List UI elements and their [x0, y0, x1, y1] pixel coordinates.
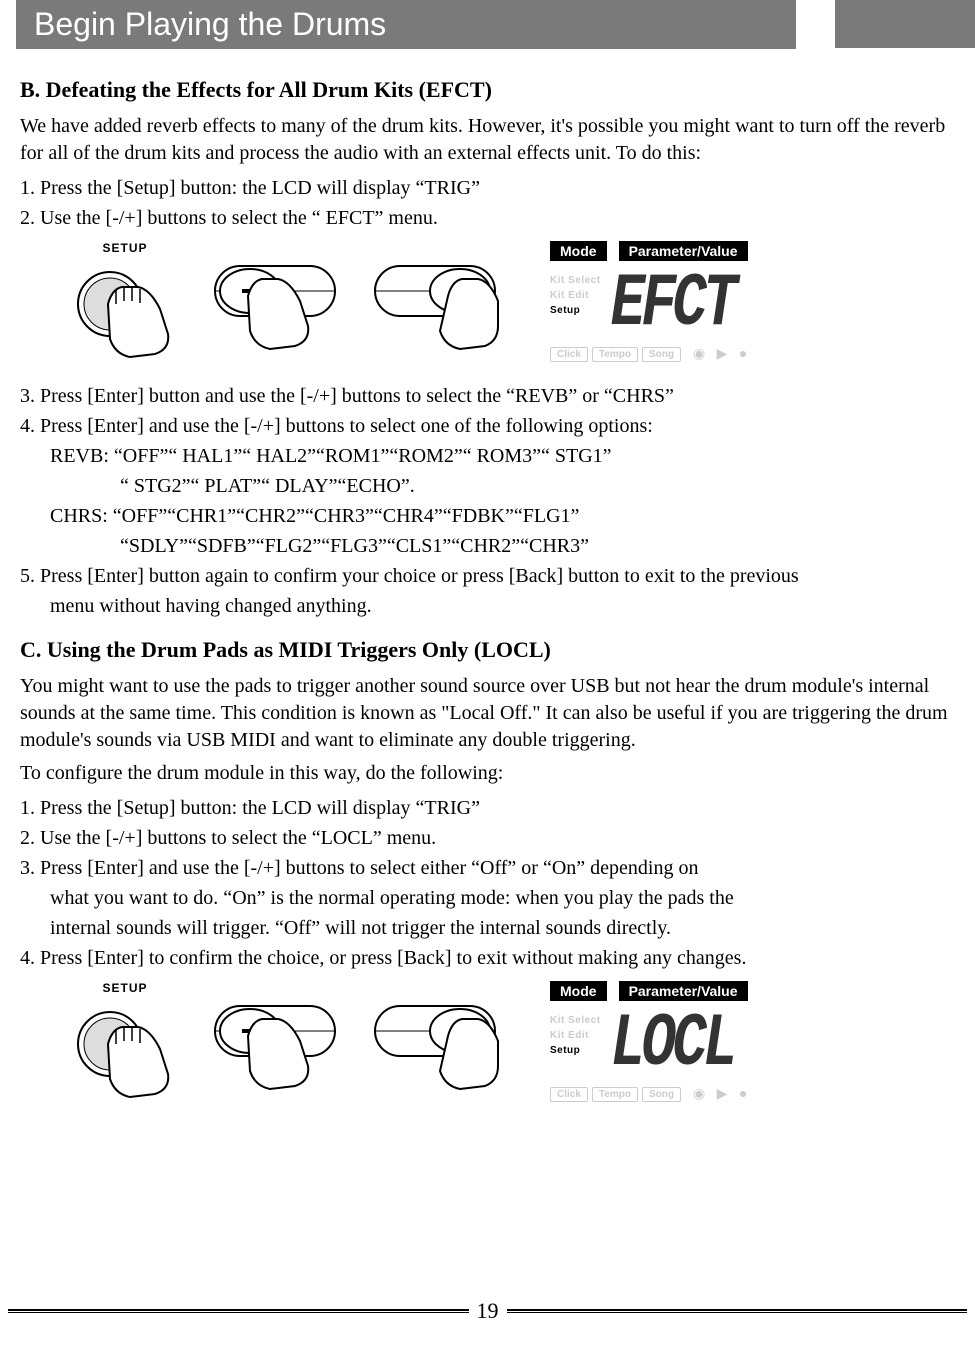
- page-title: Begin Playing the Drums: [34, 6, 386, 42]
- illustration-row-efct: SETUP Mode Parameter/Value Kit Select K: [20, 241, 955, 369]
- section-c-step3a: 3. Press [Enter] and use the [-/+] butto…: [20, 853, 955, 883]
- lcd-song: Song: [642, 347, 681, 362]
- footer-line-right: [507, 1309, 968, 1313]
- section-b-intro: We have added reverb effects to many of …: [20, 113, 955, 167]
- section-b-revb2: “ STG2”“ PLAT”“ DLAY”“ECHO”.: [20, 471, 955, 501]
- section-b-chrs1: CHRS: “OFF”“CHR1”“CHR2”“CHR3”“CHR4”“FDBK…: [20, 501, 955, 531]
- section-c-intro: You might want to use the pads to trigge…: [20, 673, 955, 754]
- section-c-title: C. Using the Drum Pads as MIDI Triggers …: [20, 637, 955, 663]
- setup-press-icon-2: [60, 999, 190, 1109]
- section-c-step2: 2. Use the [-/+] buttons to select the “…: [20, 823, 955, 853]
- lcd-kit-edit-2: Kit Edit: [550, 1028, 601, 1043]
- lcd-transport-icons-2: ◉ ▶ ●: [693, 1086, 751, 1103]
- minus-button-icon: [200, 241, 350, 351]
- section-b-revb1: REVB: “OFF”“ HAL1”“ HAL2”“ROM1”“ROM2”“ R…: [20, 441, 955, 471]
- lcd-tempo: Tempo: [592, 347, 638, 362]
- page-title-bar: Begin Playing the Drums: [16, 0, 796, 49]
- footer-line-left: [8, 1309, 469, 1313]
- setup-button-diagram: SETUP: [60, 241, 190, 369]
- section-b-step5b: menu without having changed anything.: [20, 591, 955, 621]
- lcd-param-label: Parameter/Value: [619, 241, 748, 261]
- lcd-display-locl: LOCL: [611, 1003, 734, 1088]
- lcd-display-efct: EFCT: [611, 263, 734, 348]
- lcd-setup: Setup: [550, 303, 601, 318]
- plus-button-icon: [360, 241, 510, 351]
- page-footer: 19: [0, 1298, 975, 1324]
- setup-press-icon: [60, 259, 190, 369]
- lcd-tempo-2: Tempo: [592, 1087, 638, 1102]
- section-b-chrs2: “SDLY”“SDFB”“FLG2”“FLG3”“CLS1”“CHR2”“CHR…: [20, 531, 955, 561]
- section-b-title: B. Defeating the Effects for All Drum Ki…: [20, 77, 955, 103]
- lcd-panel-efct: Mode Parameter/Value Kit Select Kit Edit…: [550, 241, 751, 363]
- section-c-step1: 1. Press the [Setup] button: the LCD wil…: [20, 793, 955, 823]
- section-b-step3: 3. Press [Enter] button and use the [-/+…: [20, 381, 955, 411]
- lcd-param-label-2: Parameter/Value: [619, 981, 748, 1001]
- plus-button-icon-2: [360, 981, 510, 1091]
- setup-label-2: SETUP: [102, 981, 147, 995]
- lcd-footer: Click Tempo Song ◉ ▶ ●: [550, 346, 751, 363]
- minus-button-icon-2: [200, 981, 350, 1091]
- lcd-kit-select: Kit Select: [550, 273, 601, 288]
- lcd-click-2: Click: [550, 1087, 588, 1102]
- lcd-kit-edit: Kit Edit: [550, 288, 601, 303]
- lcd-transport-icons: ◉ ▶ ●: [693, 346, 751, 363]
- section-c-step3b: what you want to do. “On” is the normal …: [20, 883, 955, 913]
- lcd-footer-2: Click Tempo Song ◉ ▶ ●: [550, 1086, 751, 1103]
- section-c-step4: 4. Press [Enter] to confirm the choice, …: [20, 943, 955, 973]
- header-accent-block: [835, 0, 975, 48]
- lcd-song-2: Song: [642, 1087, 681, 1102]
- illustration-row-locl: SETUP Mode Parameter/Value Kit Select K: [20, 981, 955, 1109]
- section-c-intro2: To configure the drum module in this way…: [20, 760, 955, 787]
- lcd-panel-locl: Mode Parameter/Value Kit Select Kit Edit…: [550, 981, 751, 1103]
- section-b-step2: 2. Use the [-/+] buttons to select the “…: [20, 203, 955, 233]
- lcd-click: Click: [550, 347, 588, 362]
- section-c-step3c: internal sounds will trigger. “Off” will…: [20, 913, 955, 943]
- lcd-setup-2: Setup: [550, 1043, 601, 1058]
- lcd-kit-select-2: Kit Select: [550, 1013, 601, 1028]
- section-b-step1: 1. Press the [Setup] button: the LCD wil…: [20, 173, 955, 203]
- setup-button-diagram-2: SETUP: [60, 981, 190, 1109]
- setup-label: SETUP: [102, 241, 147, 255]
- section-b-step5: 5. Press [Enter] button again to confirm…: [20, 561, 955, 591]
- page-number: 19: [477, 1298, 499, 1324]
- section-b-step4: 4. Press [Enter] and use the [-/+] butto…: [20, 411, 955, 441]
- lcd-mode-list-2: Kit Select Kit Edit Setup: [550, 1013, 601, 1058]
- lcd-mode-label: Mode: [550, 241, 607, 261]
- lcd-mode-list: Kit Select Kit Edit Setup: [550, 273, 601, 318]
- lcd-mode-label-2: Mode: [550, 981, 607, 1001]
